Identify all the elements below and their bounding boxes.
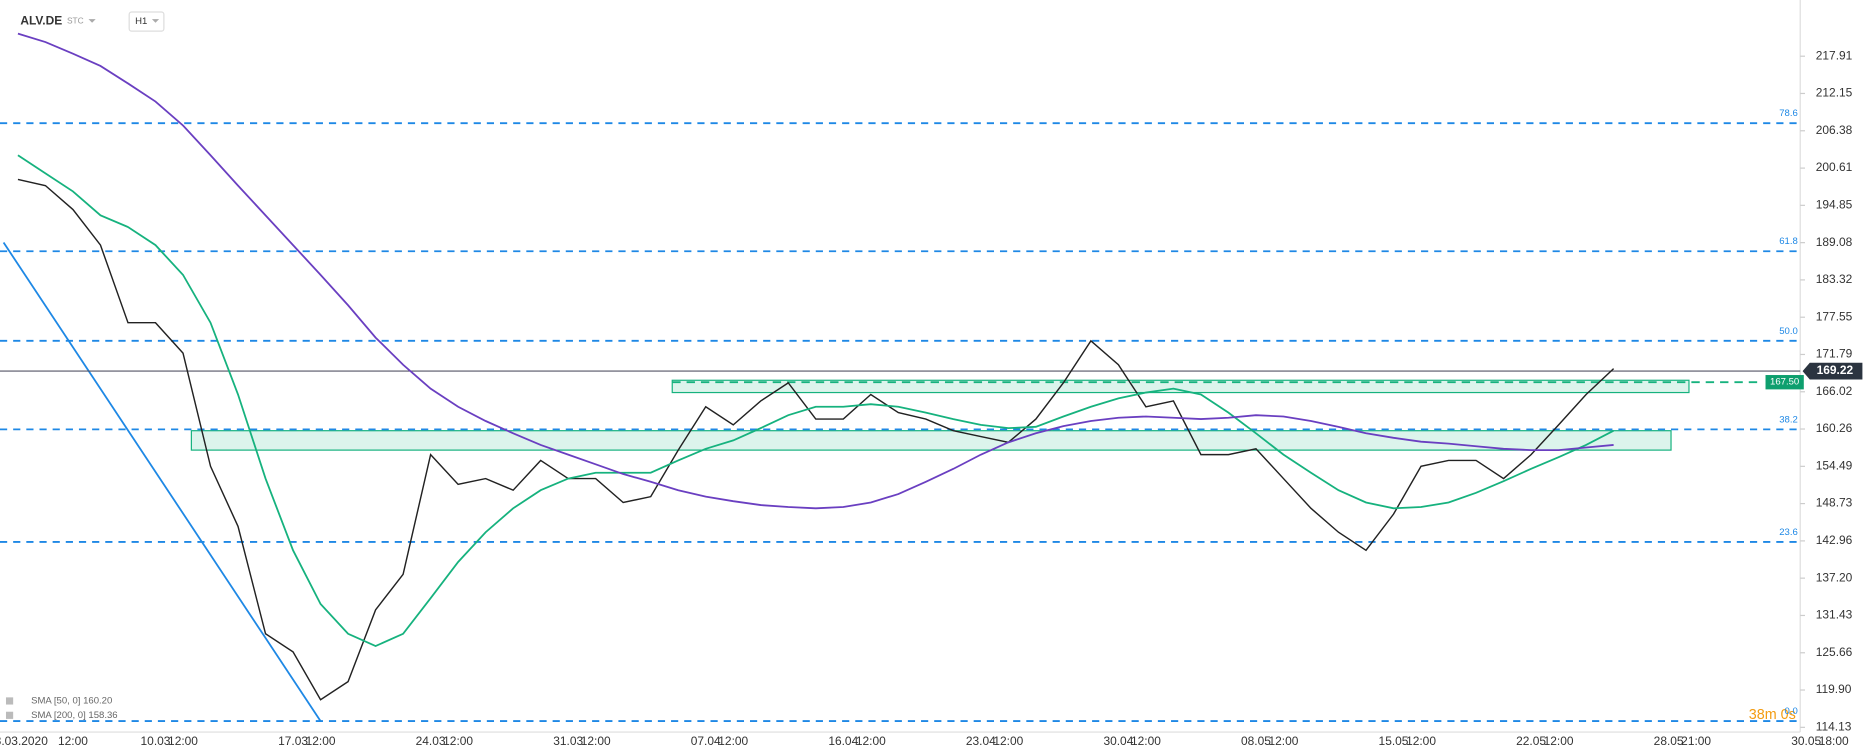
x-tick-label: 21:00 [1681,734,1711,748]
y-tick-label: 177.55 [1816,309,1853,323]
x-tick-label: 08.05 [1241,734,1271,748]
fib-label: 50.0 [1779,326,1798,337]
fib-label: 78.6 [1779,108,1798,119]
fib-label: 61.8 [1779,236,1798,247]
x-tick-label: 12:00 [856,734,886,748]
y-tick-label: 200.61 [1816,160,1853,174]
y-tick-label: 119.90 [1816,682,1852,696]
y-tick-label: 137.20 [1816,570,1853,584]
x-tick-label: 12:00 [1406,734,1436,748]
y-tick-label: 183.32 [1816,272,1853,286]
y-tick-label: 194.85 [1816,197,1853,211]
x-tick-label: 03.03.2020 [0,734,48,748]
level-tag-label: 167.50 [1770,377,1799,388]
x-tick-label: 18:00 [1819,734,1849,748]
fib-label: 23.6 [1779,527,1798,538]
last-price-tag-label: 169.22 [1817,363,1854,377]
fib-label: 0.0 [1785,706,1798,717]
x-tick-label: 12:00 [581,734,611,748]
legend-entry: SMA [50, 0] 160.20 [31,695,112,706]
symbol[interactable]: ALV.DE [20,14,62,28]
series-line [17,32,1614,510]
fib-label: 38.2 [1779,414,1798,425]
x-tick-label: 12:00 [1544,734,1574,748]
series-line [17,154,1615,648]
y-tick-label: 114.13 [1816,719,1852,733]
y-tick-label: 166.02 [1816,384,1853,398]
y-tick-label: 125.66 [1816,645,1853,659]
countdown: 38m 0s [1749,707,1796,723]
x-tick-label: 12:00 [718,734,748,748]
x-tick-label: 15.05 [1379,734,1409,748]
series-line [17,178,1615,701]
y-tick-label: 212.15 [1816,86,1853,100]
trend-line [2,242,322,722]
legend-entry: SMA [200, 0] 158.36 [31,710,118,721]
x-tick-label: 12:00 [58,734,88,748]
x-tick-label: 22.05 [1516,734,1546,748]
x-tick-label: 28.05 [1654,734,1684,748]
y-tick-label: 142.96 [1816,533,1853,547]
x-tick-label: 16.04 [828,734,858,748]
x-tick-label: 30.05 [1791,734,1821,748]
interval[interactable]: H1 [135,16,147,27]
x-tick-label: 12:00 [993,734,1023,748]
market: STC [67,16,84,26]
legend-swatch [5,711,14,719]
x-tick-label: 12:00 [1269,734,1299,748]
zone [671,379,1690,394]
x-tick-label: 30.04 [1103,734,1133,748]
legend-swatch [5,697,14,705]
zone [190,430,1672,451]
y-tick-label: 189.08 [1816,235,1853,249]
x-tick-label: 31.03 [553,734,583,748]
x-tick-label: 12:00 [443,734,473,748]
x-tick-label: 12:00 [1131,734,1161,748]
y-tick-label: 154.49 [1816,458,1853,472]
y-tick-label: 148.73 [1816,496,1853,510]
x-tick-label: 10.03 [141,734,171,748]
dropdown-arrow[interactable] [88,19,96,23]
level-tag [1765,375,1804,390]
last-price-tag [1802,362,1863,380]
y-tick-label: 160.26 [1816,421,1853,435]
y-tick-label: 206.38 [1816,123,1853,137]
x-tick-label: 24.03 [416,734,446,748]
y-tick-label: 171.79 [1816,347,1853,361]
x-tick-label: 17.03 [278,734,308,748]
x-tick-label: 12:00 [306,734,336,748]
x-tick-label: 07.04 [691,734,721,748]
interval-box[interactable] [128,11,165,32]
x-tick-label: 23.04 [966,734,996,748]
y-tick-label: 131.43 [1816,608,1853,622]
dropdown-arrow[interactable] [151,19,160,23]
y-tick-label: 217.91 [1816,48,1853,62]
x-tick-label: 12:00 [168,734,198,748]
